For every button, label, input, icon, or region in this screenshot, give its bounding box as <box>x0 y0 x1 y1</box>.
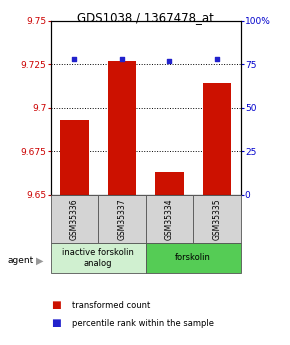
Point <box>215 56 219 62</box>
Bar <box>51 195 98 243</box>
Bar <box>51 243 146 273</box>
Bar <box>203 83 231 195</box>
Text: agent: agent <box>7 256 34 265</box>
Text: GSM35336: GSM35336 <box>70 198 79 240</box>
Point <box>167 58 172 63</box>
Text: percentile rank within the sample: percentile rank within the sample <box>72 319 215 328</box>
Bar <box>60 120 89 195</box>
Bar <box>98 195 146 243</box>
Bar <box>108 61 136 195</box>
Bar <box>146 195 193 243</box>
Text: inactive forskolin
analog: inactive forskolin analog <box>62 248 134 268</box>
Text: GSM35337: GSM35337 <box>117 198 126 240</box>
Bar <box>193 195 241 243</box>
Bar <box>155 172 184 195</box>
Text: ■: ■ <box>51 318 61 328</box>
Text: GSM35334: GSM35334 <box>165 198 174 240</box>
Text: forskolin: forskolin <box>175 253 211 263</box>
Text: transformed count: transformed count <box>72 301 151 310</box>
Bar <box>146 243 241 273</box>
Text: GDS1038 / 1367478_at: GDS1038 / 1367478_at <box>77 11 213 24</box>
Point <box>72 56 77 62</box>
Text: ■: ■ <box>51 300 61 310</box>
Text: ▶: ▶ <box>36 256 44 265</box>
Text: GSM35335: GSM35335 <box>213 198 222 240</box>
Point <box>120 56 124 62</box>
